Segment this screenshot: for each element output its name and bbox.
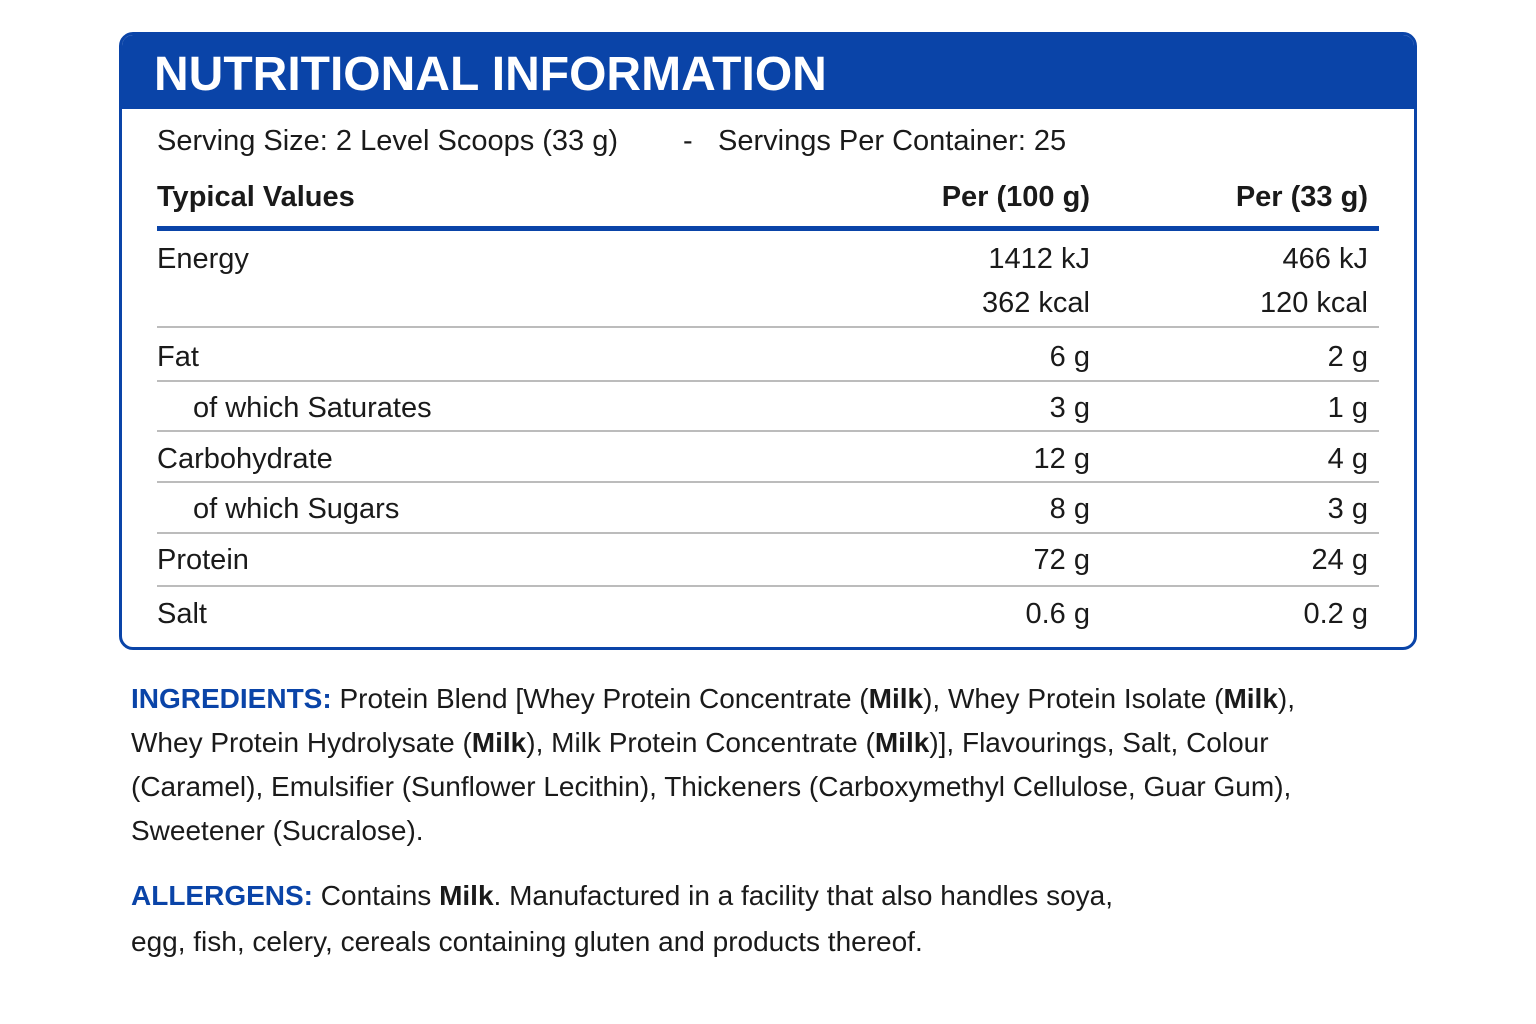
header-rule bbox=[157, 226, 1379, 231]
row-label: of which Sugars bbox=[193, 493, 400, 525]
allergen: Milk bbox=[868, 683, 924, 714]
text: )], Flavourings, Salt, Colour bbox=[929, 727, 1269, 758]
allergen: Milk bbox=[1223, 683, 1278, 714]
serving-size: Serving Size: 2 Level Scoops (33 g) bbox=[157, 125, 619, 157]
row-label: Energy bbox=[157, 243, 249, 275]
cell: 8 g bbox=[1049, 493, 1090, 525]
row-rule bbox=[157, 430, 1379, 432]
allergen: Milk bbox=[471, 727, 527, 758]
text: Protein Blend [Whey Protein Concentrate … bbox=[331, 683, 869, 714]
cell: 0.2 g bbox=[1303, 598, 1369, 630]
text: Contains bbox=[313, 880, 440, 911]
header-cell: Typical Values bbox=[157, 181, 355, 213]
header-band: NUTRITIONAL INFORMATION bbox=[122, 35, 1414, 109]
text: ), bbox=[1277, 683, 1296, 714]
text: Sweetener (Sucralose). bbox=[131, 815, 424, 846]
row-label: Fat bbox=[157, 341, 199, 373]
cell: 2 g bbox=[1327, 341, 1368, 373]
ingredients-label: INGREDIENTS: bbox=[131, 683, 332, 714]
allergens: ALLERGENS: Contains Milk. Manufactured i… bbox=[131, 873, 1113, 965]
separator: - bbox=[683, 125, 693, 157]
title: NUTRITIONAL INFORMATION bbox=[154, 48, 827, 101]
row-rule bbox=[157, 585, 1379, 587]
row-rule bbox=[157, 326, 1379, 328]
row-label: of which Saturates bbox=[193, 392, 432, 424]
ingredients: INGREDIENTS: Protein Blend [Whey Protein… bbox=[131, 677, 1295, 853]
text: egg, fish, celery, cereals containing gl… bbox=[131, 926, 923, 957]
servings-per-container: Servings Per Container: 25 bbox=[718, 125, 1067, 157]
cell: 72 g bbox=[1033, 544, 1090, 576]
nutrition-panel: NUTRITIONAL INFORMATION Serving Size: 2 … bbox=[119, 32, 1417, 650]
cell: 12 g bbox=[1033, 443, 1090, 475]
allergens-label: ALLERGENS: bbox=[131, 880, 313, 911]
row-label: Carbohydrate bbox=[157, 443, 333, 475]
text: . Manufactured in a facility that also h… bbox=[493, 880, 1114, 911]
row-rule bbox=[157, 481, 1379, 483]
allergen: Milk bbox=[874, 727, 930, 758]
cell: 3 g bbox=[1049, 392, 1090, 424]
header-cell: Per (100 g) bbox=[941, 181, 1090, 213]
row-label: Protein bbox=[157, 544, 249, 576]
cell: 0.6 g bbox=[1025, 598, 1091, 630]
allergen: Milk bbox=[439, 880, 494, 911]
row-label: Salt bbox=[157, 598, 207, 630]
row-rule bbox=[157, 380, 1379, 382]
cell: 24 g bbox=[1311, 544, 1368, 576]
text: ), Milk Protein Concentrate ( bbox=[526, 727, 875, 758]
cell: 1 g bbox=[1327, 392, 1368, 424]
text: (Caramel), Emulsifier (Sunflower Lecithi… bbox=[131, 771, 1292, 802]
cell: 1412 kJ bbox=[988, 243, 1090, 275]
cell: 3 g bbox=[1327, 493, 1368, 525]
cell: 6 g bbox=[1049, 341, 1090, 373]
cell: 120 kcal bbox=[1259, 287, 1368, 319]
row-rule bbox=[157, 532, 1379, 534]
text: ), Whey Protein Isolate ( bbox=[923, 683, 1224, 714]
cell: 4 g bbox=[1327, 443, 1368, 475]
cell: 362 kcal bbox=[981, 287, 1090, 319]
cell: 466 kJ bbox=[1282, 243, 1368, 275]
header-cell: Per (33 g) bbox=[1235, 181, 1368, 213]
text: Whey Protein Hydrolysate ( bbox=[131, 727, 472, 758]
